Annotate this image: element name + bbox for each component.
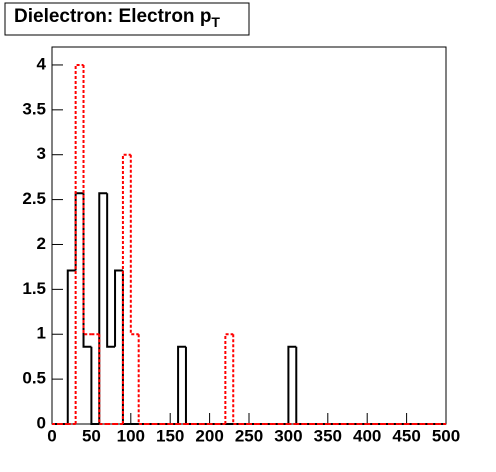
histogram-step [82,193,92,348]
y-tick-label: 3 [37,144,46,163]
x-tick-label: 350 [314,426,342,445]
x-tick-label: 200 [195,426,223,445]
histogram-step [232,334,242,425]
x-tick-label: 450 [392,426,420,445]
x-tick-label: 100 [117,426,145,445]
histogram-step [106,193,116,348]
histogram-step [287,345,297,424]
x-tick-label: 50 [82,426,101,445]
histogram-step [98,334,108,425]
x-tick-label: 500 [432,426,460,445]
y-tick-label: 0.5 [22,369,46,388]
x-tick-label: 300 [274,426,302,445]
histogram-step [224,333,234,424]
x-tick-label: 150 [156,426,184,445]
histogram-step [74,63,84,424]
x-tick-label: 250 [235,426,263,445]
histogram-step [121,153,131,424]
chart-title-main: Dielectron: Electron p [14,6,211,27]
histogram-step [177,345,186,424]
y-tick-label: 2.5 [22,189,46,208]
histogram-step [66,269,76,424]
histogram-step [184,346,194,425]
histogram-step [114,269,123,347]
histogram-step [90,346,100,425]
y-tick-label: 2 [37,234,46,253]
chart-title-subscript: T [211,14,220,30]
title-box [4,2,250,36]
y-tick-label: 0 [37,413,46,432]
x-tick-label: 0 [47,426,56,445]
chart-title: Dielectron: Electron pT [14,6,220,30]
y-tick-label: 4 [37,54,47,73]
histogram-step [82,64,92,336]
histogram-step [295,346,305,425]
y-tick-label: 1.5 [22,279,46,298]
x-tick-label: 400 [353,426,381,445]
histogram-step [129,154,139,336]
y-tick-label: 1 [37,324,46,343]
histogram-step [74,192,84,271]
histogram-step [121,270,131,425]
y-tick-label: 3.5 [22,99,46,118]
plot-frame [51,46,447,425]
histogram-step [98,192,108,424]
histogram-step [137,334,147,425]
